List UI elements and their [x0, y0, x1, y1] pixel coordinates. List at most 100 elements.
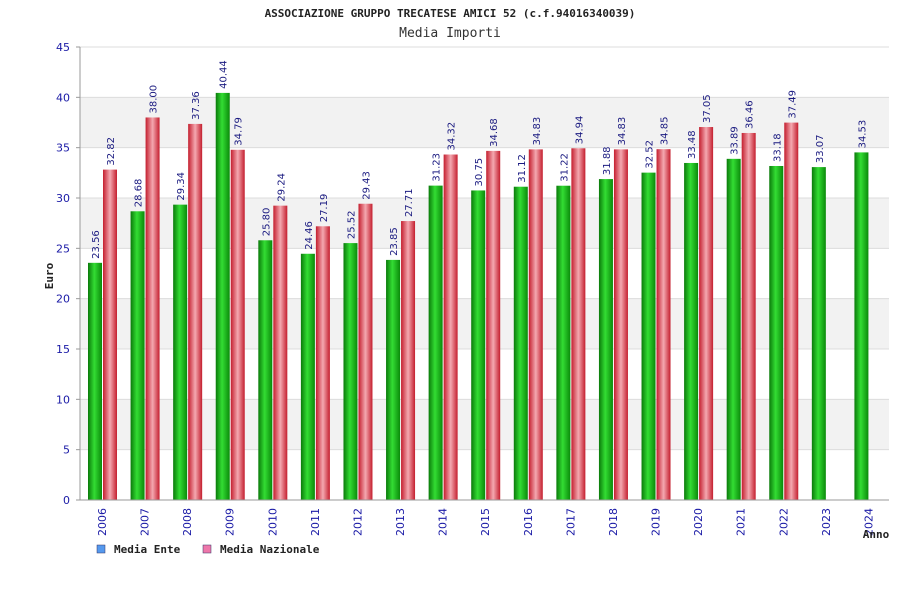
bar-media-ente [88, 262, 102, 500]
x-tick-label: 2010 [266, 508, 279, 536]
x-tick-label: 2017 [564, 508, 577, 536]
bar-media-ente [130, 211, 145, 500]
bar-media-nazionale [145, 117, 160, 500]
x-tick-label: 2013 [394, 508, 407, 536]
bar-media-ente [769, 165, 784, 500]
bar-media-ente [343, 243, 358, 500]
data-label: 37.36 [191, 91, 202, 120]
data-label: 34.68 [489, 118, 500, 147]
bar-media-ente [258, 240, 273, 500]
bar-media-ente [641, 172, 656, 500]
data-label: 40.44 [219, 60, 230, 89]
legend-label-media-nazionale: Media Nazionale [220, 543, 320, 556]
x-tick-label: 2011 [309, 508, 322, 536]
bar-media-ente [386, 259, 401, 500]
data-label: 34.79 [234, 117, 245, 146]
y-tick-label: 35 [56, 142, 70, 155]
x-tick-label: 2024 [862, 508, 875, 536]
x-tick-label: 2016 [522, 508, 535, 536]
plot-band [80, 47, 889, 98]
y-tick-label: 30 [56, 192, 70, 205]
x-tick-label: 2007 [139, 508, 152, 536]
data-label: 24.46 [304, 221, 315, 250]
legend-swatch-media-nazionale [202, 544, 212, 554]
data-label: 29.34 [176, 172, 187, 201]
data-label: 31.12 [517, 154, 528, 183]
bar-media-ente [428, 185, 443, 501]
x-tick-label: 2006 [96, 508, 109, 536]
data-label: 27.71 [404, 188, 415, 217]
data-label: 38.00 [149, 85, 160, 114]
legend-swatch-media-ente [96, 544, 106, 554]
chart-subtitle: Media Importi [399, 26, 501, 41]
bar-media-nazionale [443, 154, 458, 500]
data-label: 30.75 [474, 158, 485, 187]
x-axis-label: Anno [863, 528, 890, 541]
bar-media-ente [300, 253, 315, 500]
bar-media-nazionale [784, 122, 799, 500]
legend-label-media-ente: Media Ente [114, 543, 181, 556]
x-tick-label: 2015 [479, 508, 492, 536]
bar-media-nazionale [571, 148, 586, 500]
bar-media-ente [215, 92, 230, 501]
y-tick-label: 40 [56, 91, 70, 104]
legend: Media Ente Media Nazionale [96, 543, 320, 556]
data-label: 34.83 [617, 117, 628, 146]
data-label: 32.52 [645, 140, 656, 169]
bar-media-ente [684, 162, 699, 500]
data-label: 33.07 [815, 134, 826, 163]
data-label: 23.85 [389, 227, 400, 256]
data-label: 36.46 [745, 100, 756, 129]
bar-media-nazionale [656, 149, 671, 500]
bars [88, 92, 869, 501]
bar-media-nazionale [741, 132, 756, 500]
data-label: 34.94 [574, 116, 585, 145]
y-tick-label: 15 [56, 343, 70, 356]
data-label: 34.53 [857, 120, 868, 149]
x-tick-label: 2022 [777, 508, 790, 536]
bar-media-nazionale [273, 205, 288, 500]
y-tick-label: 45 [56, 41, 70, 54]
y-tick-label: 5 [63, 444, 70, 457]
x-tick-label: 2023 [820, 508, 833, 536]
y-axis-ticks: 0 5 10 15 20 25 30 35 40 45 [56, 41, 80, 507]
data-label: 31.88 [602, 146, 613, 175]
x-tick-label: 2012 [351, 508, 364, 536]
bar-media-ente [854, 152, 869, 500]
bar-media-nazionale [230, 149, 245, 500]
bar-media-nazionale [401, 221, 416, 500]
x-tick-label: 2020 [692, 508, 705, 536]
data-label: 25.80 [261, 208, 272, 237]
bar-media-ente [726, 158, 741, 500]
data-labels: 23.56 32.82 28.68 38.00 29.34 37.36 40.44 34.79… [91, 60, 868, 259]
y-tick-label: 0 [63, 494, 70, 507]
bar-media-nazionale [103, 169, 117, 500]
bar-media-ente [811, 167, 826, 500]
data-label: 31.23 [432, 153, 443, 182]
bar-media-nazionale [188, 123, 203, 500]
bar-media-nazionale [486, 150, 501, 500]
bar-media-nazionale [699, 127, 714, 500]
bar-media-ente [173, 204, 188, 501]
bar-media-ente [598, 179, 613, 501]
data-label: 37.49 [787, 90, 798, 119]
data-label: 27.19 [319, 194, 330, 223]
y-tick-label: 20 [56, 293, 70, 306]
bar-media-nazionale [358, 203, 373, 500]
data-label: 31.22 [559, 153, 570, 182]
data-label: 34.85 [660, 117, 671, 146]
bar-media-nazionale [613, 149, 628, 501]
chart-title: ASSOCIAZIONE GRUPPO TRECATESE AMICI 52 (… [265, 7, 636, 20]
y-tick-label: 10 [56, 393, 70, 406]
x-axis-ticks: 2006 2007 2008 2009 2010 2011 2012 2013 2014 2015… [96, 508, 875, 536]
x-tick-label: 2014 [437, 508, 450, 536]
x-tick-label: 2019 [650, 508, 663, 536]
data-label: 37.05 [702, 94, 713, 123]
bar-media-ente [471, 190, 486, 500]
data-label: 29.43 [361, 171, 372, 200]
bar-media-ente [513, 186, 528, 500]
data-label: 23.56 [91, 230, 102, 259]
data-label: 33.48 [687, 130, 698, 159]
data-label: 34.32 [447, 122, 458, 151]
